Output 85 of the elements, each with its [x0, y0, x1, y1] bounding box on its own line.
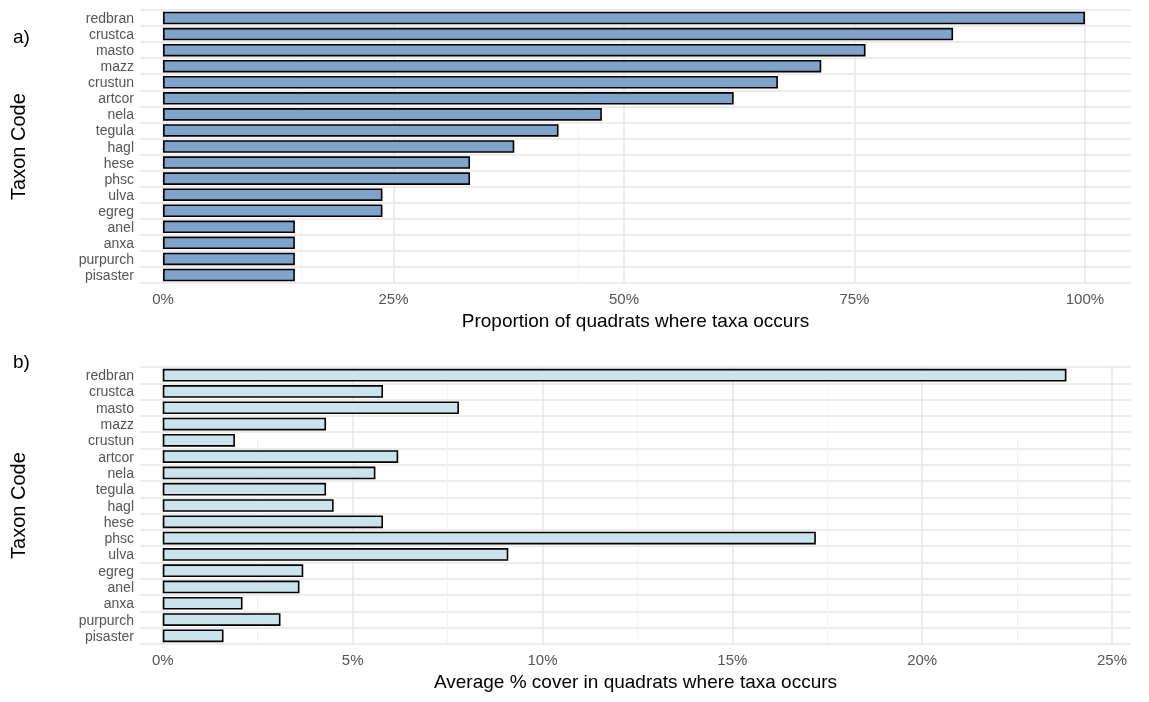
bar: [162, 368, 1067, 382]
bar: [163, 268, 295, 282]
x-tick-label: 100%: [1065, 290, 1105, 307]
bar: [163, 140, 515, 153]
x-tick-label: 15%: [717, 651, 748, 668]
bar: [162, 385, 383, 398]
bar: [162, 564, 304, 578]
chart-title: b): [13, 351, 30, 372]
y-tick-label: phsc: [104, 530, 134, 547]
y-tick-label: crustun: [88, 74, 134, 91]
bar: [163, 76, 778, 89]
text: a): [13, 26, 30, 47]
x-tick-label: 25%: [378, 290, 409, 307]
y-tick-label: crustca: [88, 383, 135, 400]
bar: [163, 156, 471, 169]
y-tick-label: masto: [95, 42, 135, 59]
y-tick-label: anel: [107, 578, 134, 595]
bar: [162, 531, 816, 545]
y-tick-label: ulva: [108, 546, 135, 563]
y-tick-label: hagl: [107, 138, 134, 155]
bar: [163, 11, 1085, 25]
bar: [162, 466, 376, 480]
x-tick-label: 10%: [527, 651, 558, 668]
y-tick-label: masto: [95, 399, 135, 416]
y-tick-label: redbran: [85, 367, 134, 384]
x-tick-label: 0%: [151, 651, 174, 668]
y-tick-label: crustun: [88, 432, 134, 449]
y-tick-label: purpurch: [78, 250, 134, 267]
y-tick-label: phsc: [104, 170, 134, 187]
y-tick-label: anxa: [103, 595, 135, 612]
bar: [163, 188, 383, 201]
bar: [163, 43, 866, 57]
x-tick-label: 75%: [839, 290, 870, 307]
x-tick-label: 50%: [608, 290, 639, 307]
x-tick-label: 5%: [341, 651, 364, 668]
y-tick-label: mazz: [100, 416, 134, 433]
bar: [162, 629, 224, 643]
y-tick-label: anel: [107, 218, 134, 235]
bar: [162, 596, 243, 610]
y-tick-label: pisaster: [84, 266, 135, 283]
y-tick-label: anxa: [103, 234, 135, 251]
bar: [162, 482, 327, 496]
bar: [163, 204, 383, 217]
y-tick-label: crustca: [88, 26, 135, 43]
y-tick-label: egreg: [98, 202, 134, 219]
y-tick-label: hese: [103, 154, 135, 171]
bar: [162, 580, 300, 594]
bar: [162, 613, 281, 626]
bar: [163, 92, 734, 105]
y-tick-label: tegula: [95, 481, 135, 498]
bar: [163, 220, 295, 234]
y-tick-label: artcor: [98, 90, 135, 107]
y-tick-label: nela: [107, 464, 135, 481]
y-tick-label: nela: [107, 106, 135, 123]
y-tick-label: pisaster: [84, 627, 135, 644]
y-tick-label: redbran: [85, 10, 134, 27]
y-tick-label: ulva: [108, 186, 135, 203]
x-tick-label: 25%: [1097, 651, 1128, 668]
x-axis-title: Proportion of quadrats where taxa occurs: [461, 310, 810, 331]
y-tick-label: hagl: [107, 497, 134, 514]
bar: [162, 548, 509, 561]
x-axis-title: Average % cover in quadrats where taxa occurs: [433, 671, 838, 692]
bar: [163, 172, 471, 185]
bar: [163, 236, 295, 250]
x-tick-label: 0%: [152, 290, 174, 307]
x-tick-label: 20%: [907, 651, 938, 668]
y-tick-label: hese: [103, 513, 135, 530]
y-axis-title: Taxon Code: [7, 452, 29, 559]
bar: [163, 252, 295, 266]
bar: [162, 433, 235, 447]
bar: [162, 515, 383, 529]
bar: [163, 27, 954, 41]
y-tick-label: tegula: [95, 122, 135, 139]
y-tick-label: mazz: [100, 58, 134, 75]
y-tick-label: purpurch: [78, 611, 134, 628]
y-tick-label: egreg: [98, 562, 134, 579]
y-tick-label: artcor: [98, 448, 135, 465]
bar: [162, 499, 334, 512]
bar: [162, 417, 327, 431]
y-axis-title: Taxon Code: [7, 93, 29, 200]
bar: [162, 401, 459, 415]
bar: [162, 450, 399, 463]
bar: [163, 59, 822, 73]
bar: [163, 124, 559, 137]
bar: [163, 108, 602, 121]
